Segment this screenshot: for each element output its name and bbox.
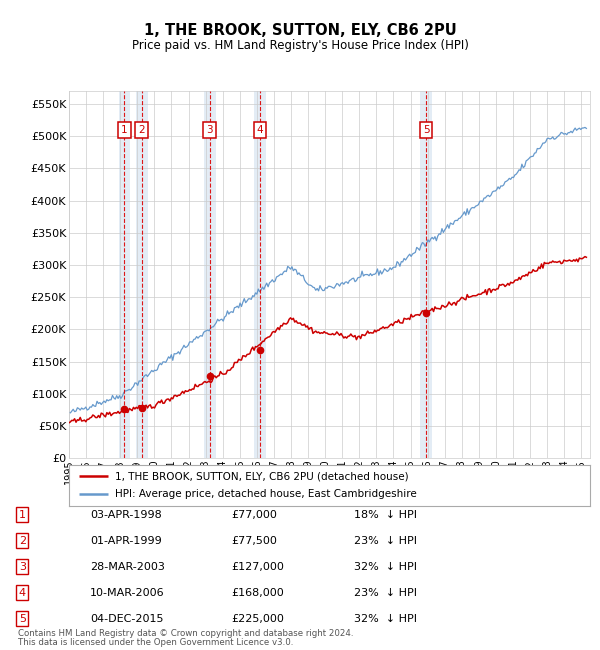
Text: £77,000: £77,000 bbox=[231, 510, 277, 520]
Bar bbox=[420, 91, 432, 458]
Text: 28-MAR-2003: 28-MAR-2003 bbox=[90, 562, 165, 572]
Text: 32%  ↓ HPI: 32% ↓ HPI bbox=[354, 562, 417, 572]
Text: 3: 3 bbox=[206, 125, 213, 135]
Text: HPI: Average price, detached house, East Cambridgeshire: HPI: Average price, detached house, East… bbox=[115, 489, 416, 499]
Text: £127,000: £127,000 bbox=[231, 562, 284, 572]
Text: 1, THE BROOK, SUTTON, ELY, CB6 2PU (detached house): 1, THE BROOK, SUTTON, ELY, CB6 2PU (deta… bbox=[115, 471, 409, 481]
Bar bbox=[119, 91, 130, 458]
Text: 1: 1 bbox=[121, 125, 128, 135]
Text: 10-MAR-2006: 10-MAR-2006 bbox=[90, 588, 164, 598]
Text: £77,500: £77,500 bbox=[231, 536, 277, 546]
Text: Price paid vs. HM Land Registry's House Price Index (HPI): Price paid vs. HM Land Registry's House … bbox=[131, 39, 469, 52]
Text: 1, THE BROOK, SUTTON, ELY, CB6 2PU: 1, THE BROOK, SUTTON, ELY, CB6 2PU bbox=[143, 23, 457, 38]
Text: 5: 5 bbox=[423, 125, 430, 135]
Text: 3: 3 bbox=[19, 562, 26, 572]
Text: 23%  ↓ HPI: 23% ↓ HPI bbox=[354, 536, 417, 546]
Bar bbox=[203, 91, 215, 458]
Text: This data is licensed under the Open Government Licence v3.0.: This data is licensed under the Open Gov… bbox=[18, 638, 293, 647]
Text: 03-APR-1998: 03-APR-1998 bbox=[90, 510, 162, 520]
Text: £225,000: £225,000 bbox=[231, 614, 284, 624]
Text: 4: 4 bbox=[19, 588, 26, 598]
Text: 5: 5 bbox=[19, 614, 26, 624]
Text: 32%  ↓ HPI: 32% ↓ HPI bbox=[354, 614, 417, 624]
Bar bbox=[136, 91, 148, 458]
Text: 04-DEC-2015: 04-DEC-2015 bbox=[90, 614, 163, 624]
Text: 23%  ↓ HPI: 23% ↓ HPI bbox=[354, 588, 417, 598]
Text: 4: 4 bbox=[257, 125, 263, 135]
Text: 2: 2 bbox=[19, 536, 26, 546]
Text: 1: 1 bbox=[19, 510, 26, 520]
Text: 2: 2 bbox=[138, 125, 145, 135]
Text: 01-APR-1999: 01-APR-1999 bbox=[90, 536, 162, 546]
Text: 18%  ↓ HPI: 18% ↓ HPI bbox=[354, 510, 417, 520]
Text: Contains HM Land Registry data © Crown copyright and database right 2024.: Contains HM Land Registry data © Crown c… bbox=[18, 629, 353, 638]
Bar bbox=[254, 91, 266, 458]
Text: £168,000: £168,000 bbox=[231, 588, 284, 598]
